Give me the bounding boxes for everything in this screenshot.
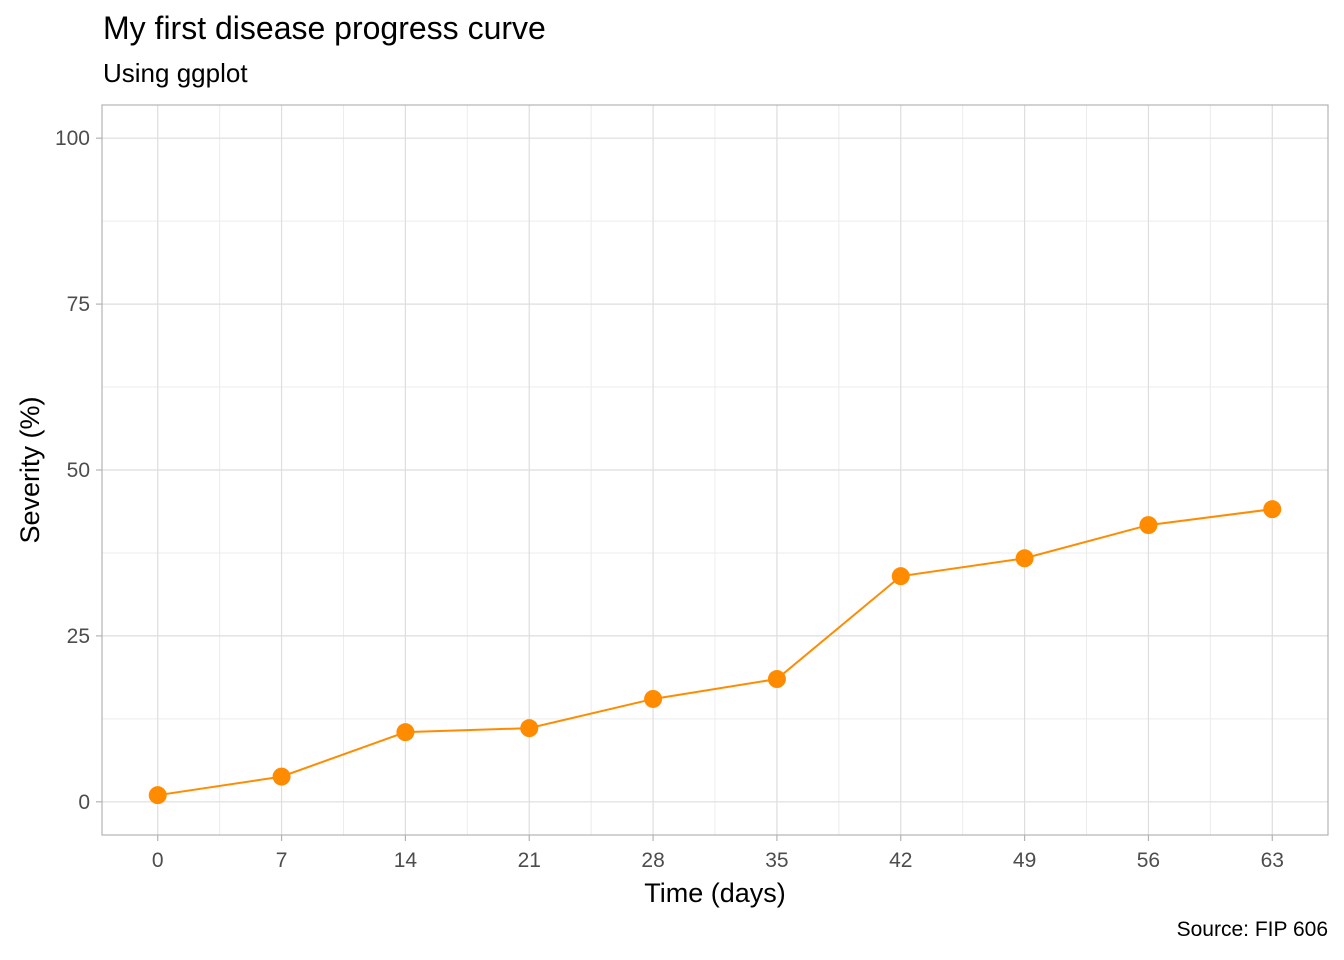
data-point [148, 786, 167, 805]
x-tick-label: 42 [889, 849, 912, 872]
x-tick-label: 0 [152, 849, 164, 872]
chart-title: My first disease progress curve [103, 10, 546, 46]
y-tick-label: 75 [67, 293, 90, 316]
chart-caption: Source: FIP 606 [1176, 918, 1328, 941]
y-tick-label: 25 [67, 625, 90, 648]
y-tick-label: 0 [78, 791, 90, 814]
data-point [767, 670, 786, 689]
data-point [1263, 500, 1282, 519]
axis-ticks: 0 7 14 21 28 35 42 49 56 63 0 25 50 75 100 [55, 127, 1284, 872]
data-point [891, 567, 910, 586]
data-point [272, 767, 291, 786]
x-tick-label: 63 [1261, 849, 1284, 872]
series-line [157, 508, 1273, 797]
x-tick-label: 7 [276, 849, 288, 872]
chart-subtitle: Using ggplot [103, 58, 248, 88]
x-tick-label: 35 [765, 849, 788, 872]
x-axis-title: Time (days) [644, 878, 786, 908]
y-tick-label: 100 [55, 127, 90, 150]
major-gridlines [102, 105, 1328, 835]
x-tick-label: 56 [1137, 849, 1160, 872]
data-point [520, 719, 539, 738]
x-tick-label: 28 [641, 849, 664, 872]
y-axis-title: Severity (%) [15, 396, 45, 543]
x-tick-label: 14 [394, 849, 418, 872]
y-tick-label: 50 [67, 459, 90, 482]
data-point [1015, 549, 1034, 568]
series-layer [148, 500, 1282, 805]
data-point [1139, 516, 1158, 535]
data-point [644, 689, 663, 708]
x-tick-label: 49 [1013, 849, 1036, 872]
x-tick-label: 21 [518, 849, 541, 872]
data-point [396, 723, 415, 742]
